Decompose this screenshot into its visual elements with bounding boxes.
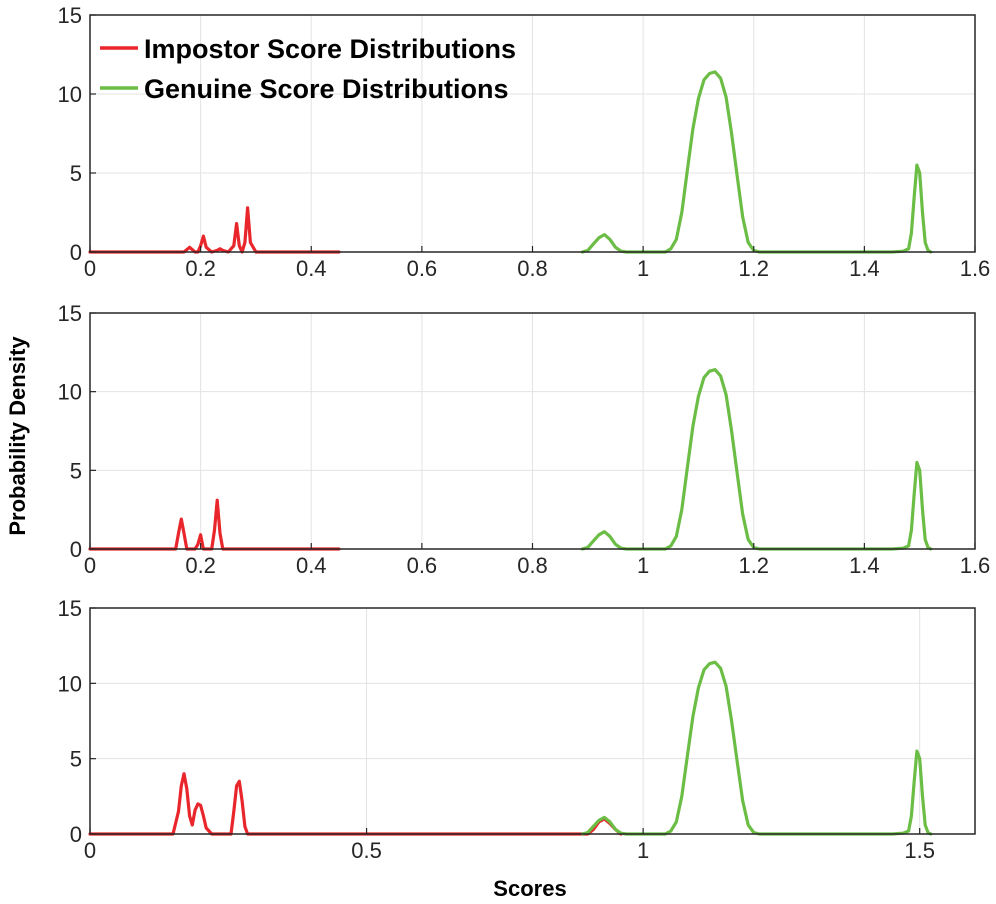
legend: Impostor Score Distributions Genuine Scor…: [100, 34, 516, 104]
x-axis-label: Scores: [493, 876, 566, 901]
y-tick-label: 10: [58, 82, 82, 107]
genuine-series-line: [580, 70, 933, 254]
y-tick-label: 5: [70, 747, 82, 772]
x-tick-label: 0.8: [517, 553, 548, 578]
y-tick-label: 15: [58, 3, 82, 28]
plot-area: [90, 608, 975, 834]
y-tick-label: 5: [70, 458, 82, 483]
y-tick-label: 15: [58, 301, 82, 326]
x-tick-label: 0.4: [296, 553, 327, 578]
y-tick-label: 10: [58, 380, 82, 405]
y-tick-label: 0: [70, 240, 82, 265]
panel-1: 0 0.2 0.4 0.6 0.8 1 1.2 1.4 1.6 0 5 10 15: [58, 3, 991, 281]
y-tick-label: 10: [58, 671, 82, 696]
x-tick-label: 1: [637, 256, 649, 281]
x-tick-label: 1.6: [960, 256, 991, 281]
y-tick-label: 0: [70, 537, 82, 562]
x-tick-label: 0: [84, 553, 96, 578]
x-tick-label: 0.2: [185, 256, 216, 281]
legend-genuine-label: Genuine Score Distributions: [144, 74, 509, 104]
x-tick-label: 1.2: [738, 256, 769, 281]
x-tick-label: 1.6: [960, 553, 991, 578]
x-tick-label: 0.5: [351, 838, 382, 863]
x-tick-label: 0: [84, 838, 96, 863]
x-tick-label: 1.4: [849, 256, 880, 281]
axes-frame: [89, 607, 976, 835]
x-tick-label: 1: [637, 553, 649, 578]
genuine-series-line: [580, 660, 933, 836]
x-tick-label: 1.2: [738, 553, 769, 578]
x-tick-label: 0: [84, 256, 96, 281]
panel-3: 0 0.5 1 1.5 0 5 10 15: [58, 596, 976, 863]
impostor-series-line: [88, 498, 341, 551]
x-tick-label: 0.8: [517, 256, 548, 281]
x-tick-label: 1: [637, 838, 649, 863]
y-tick-label: 0: [70, 822, 82, 847]
x-tick-label: 1.4: [849, 553, 880, 578]
x-tick-label: 1.5: [904, 838, 935, 863]
x-tick-label: 0.6: [407, 553, 438, 578]
genuine-series-line: [580, 368, 933, 551]
panel-2: 0 0.2 0.4 0.6 0.8 1 1.2 1.4 1.6 0 5 10 15: [58, 301, 991, 578]
x-tick-label: 0.2: [185, 553, 216, 578]
y-axis-label: Probability Density: [5, 336, 30, 536]
y-tick-label: 5: [70, 161, 82, 186]
x-tick-label: 0.6: [407, 256, 438, 281]
legend-impostor-label: Impostor Score Distributions: [144, 34, 516, 64]
x-tick-label: 0.4: [296, 256, 327, 281]
y-tick-label: 15: [58, 596, 82, 621]
